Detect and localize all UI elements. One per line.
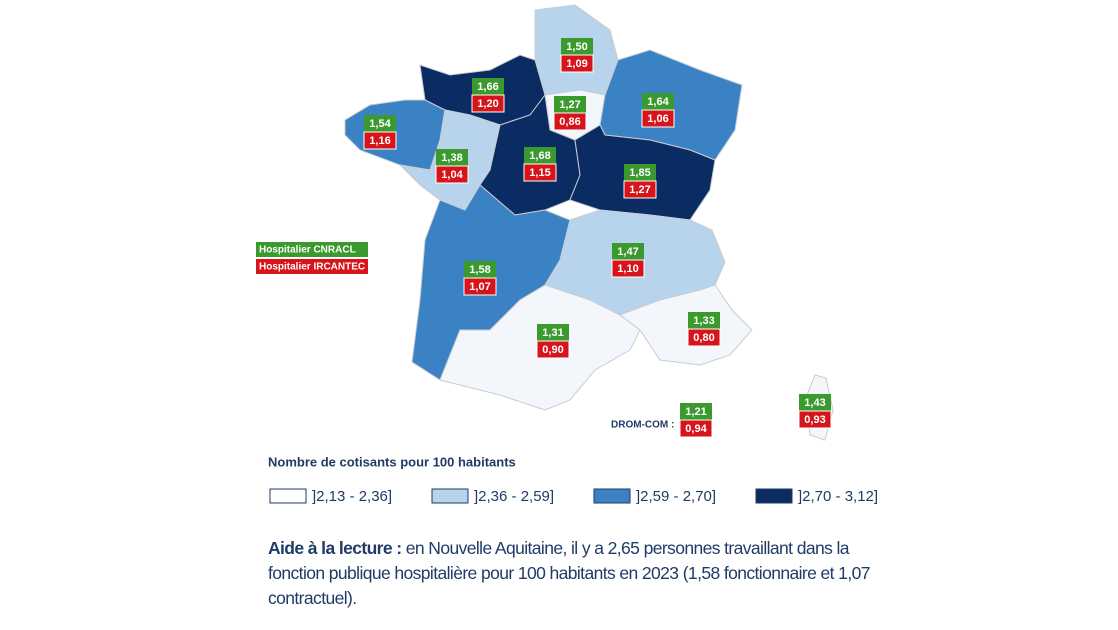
ircantec-box [553,112,587,131]
cnracl-value: 1,47 [617,246,638,258]
drom-com-label: DROM-COM : [611,420,674,431]
ircantec-value: 1,06 [647,113,668,125]
cnracl-value: 1,33 [693,315,714,327]
legend-title: Nombre de cotisants pour 100 habitants [268,454,516,469]
cnracl-box [537,324,569,341]
ircantec-value: 0,80 [693,332,714,344]
cnracl-box [688,312,720,329]
cnracl-box [642,93,674,110]
cnracl-box [561,38,593,55]
cnracl-value: 1,50 [566,41,587,53]
ircantec-value: 0,93 [804,414,825,426]
cnracl-box [464,261,496,278]
ircantec-box [611,259,645,278]
cnracl-box [799,394,831,411]
cnracl-value: 1,64 [647,96,669,108]
ircantec-value: 1,15 [529,167,550,179]
cnracl-value: 1,66 [477,81,498,93]
ircantec-value: 1,09 [566,58,587,70]
ircantec-box [435,165,469,184]
ircantec-value: 0,86 [559,116,580,128]
ircantec-value: 1,20 [477,98,498,110]
cnracl-box [472,78,504,95]
cnracl-value: 1,38 [441,152,462,164]
legend-swatch [755,488,793,504]
cnracl-box [680,403,712,420]
cnracl-value: 1,27 [559,99,580,111]
cnracl-box [624,164,656,181]
cnracl-box [554,96,586,113]
ircantec-value: 1,10 [617,263,638,275]
cnracl-value: 1,31 [542,327,563,339]
reading-aid-bold: Aide à la lecture : [268,538,402,558]
cnracl-value: 1,21 [685,406,706,418]
legend-label: ]2,36 - 2,59] [474,488,554,505]
ircantec-box [560,54,594,73]
legend-swatch [431,488,469,504]
ircantec-value: 0,94 [685,423,707,435]
ircantec-value: 1,07 [469,281,490,293]
ircantec-box [679,419,713,438]
cnracl-value: 1,54 [369,118,391,130]
ircantec-box [536,340,570,359]
ircantec-box [523,163,557,182]
reading-aid-text: en Nouvelle Aquitaine, il y a 2,65 perso… [268,538,870,608]
cnracl-box [364,115,396,132]
reading-aid: Aide à la lecture : en Nouvelle Aquitain… [268,536,908,611]
cnracl-value: 1,85 [629,167,650,179]
legend-swatch [269,488,307,504]
cnracl-value: 1,68 [529,150,550,162]
ircantec-value: 1,27 [629,184,650,196]
key-ircantec-box [256,259,368,274]
ircantec-value: 0,90 [542,344,563,356]
cnracl-box [612,243,644,260]
cnracl-value: 1,43 [804,397,825,409]
cnracl-box [436,149,468,166]
ircantec-box [623,180,657,199]
legend-label: ]2,13 - 2,36] [312,488,392,505]
cnracl-box [524,147,556,164]
ircantec-box [798,410,832,429]
ircantec-value: 1,04 [441,169,463,181]
ircantec-box [471,94,505,113]
legend-label: ]2,59 - 2,70] [636,488,716,505]
key-ircantec: Hospitalier IRCANTEC [259,262,365,273]
legend-label: ]2,70 - 3,12] [798,488,878,505]
cnracl-value: 1,58 [469,264,490,276]
ircantec-box [687,328,721,347]
ircantec-box [463,277,497,296]
ircantec-value: 1,16 [369,135,390,147]
legend-swatch [593,488,631,504]
key-cnracl-box [256,242,368,257]
key-cnracl: Hospitalier CNRACL [259,245,356,256]
ircantec-box [363,131,397,150]
ircantec-box [641,109,675,128]
